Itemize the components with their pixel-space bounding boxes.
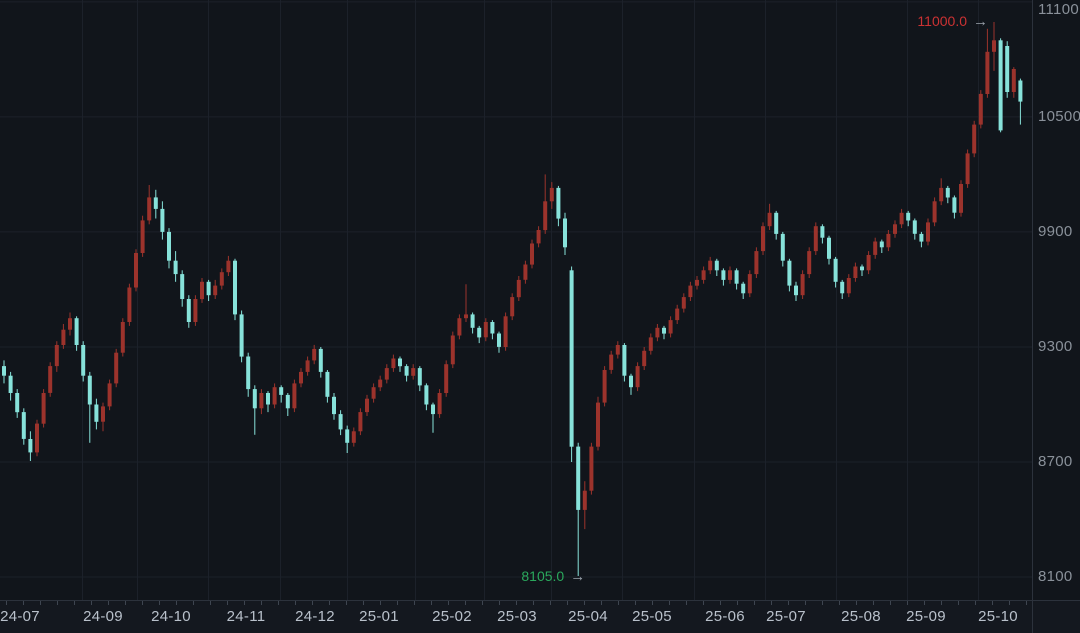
time-axis-tick	[771, 601, 772, 605]
time-axis-tick	[499, 601, 500, 605]
time-axis-tick	[516, 601, 517, 605]
price-tick-label: 10500	[1038, 107, 1080, 125]
time-axis-tick	[958, 601, 959, 605]
time-axis-tick	[703, 601, 704, 605]
price-tick-label: 9900	[1038, 222, 1073, 240]
time-axis-tick	[193, 601, 194, 605]
time-axis-tick	[601, 601, 602, 605]
time-axis-tick	[397, 601, 398, 605]
time-axis-tick	[635, 601, 636, 605]
time-axis-tick	[261, 601, 262, 605]
time-tick-label: 24-09	[83, 608, 123, 625]
time-axis-tick	[380, 601, 381, 605]
time-tick-label: 24-12	[295, 608, 335, 625]
time-axis-tick	[567, 601, 568, 605]
time-tick-label: 25-08	[841, 608, 881, 625]
time-axis[interactable]: 24-07 24-09 24-10 24-11 24-12 25-01 25-02 25-03…	[0, 600, 1080, 633]
time-tick-label: 25-05	[632, 608, 672, 625]
time-axis-tick	[312, 601, 313, 605]
time-axis-tick	[737, 601, 738, 605]
time-tick-label: 24-10	[151, 608, 191, 625]
time-axis-tick	[329, 601, 330, 605]
time-axis-tick	[108, 601, 109, 605]
time-axis-tick	[1026, 601, 1027, 605]
time-axis-tick	[533, 601, 534, 605]
time-axis-tick	[754, 601, 755, 605]
time-axis-tick	[652, 601, 653, 605]
time-axis-tick	[686, 601, 687, 605]
time-tick-label: 25-07	[766, 608, 806, 625]
time-axis-tick	[584, 601, 585, 605]
time-axis-tick	[822, 601, 823, 605]
time-axis-tick	[125, 601, 126, 605]
time-axis-tick	[91, 601, 92, 605]
time-axis-tick	[890, 601, 891, 605]
time-axis-tick	[550, 601, 551, 605]
time-axis-tick	[244, 601, 245, 605]
time-axis-tick	[924, 601, 925, 605]
high-price-label: 11000.0	[917, 13, 967, 30]
time-axis-tick	[176, 601, 177, 605]
time-axis-tick	[839, 601, 840, 605]
low-price-label: 8105.0	[521, 568, 565, 585]
time-tick-label: 25-02	[432, 608, 472, 625]
time-axis-tick	[805, 601, 806, 605]
time-tick-label: 24-07	[0, 608, 40, 625]
time-axis-tick	[6, 601, 7, 605]
time-axis-tick	[941, 601, 942, 605]
time-axis-tick	[414, 601, 415, 605]
arrow-right-icon: →	[973, 13, 988, 31]
time-axis-tick	[295, 601, 296, 605]
price-tick-label: 11100	[1038, 1, 1079, 18]
time-axis-tick	[669, 601, 670, 605]
time-tick-label: 25-03	[497, 608, 537, 625]
time-axis-tick	[278, 601, 279, 605]
time-axis-tick	[720, 601, 721, 605]
time-axis-tick	[1009, 601, 1010, 605]
time-axis-tick	[907, 601, 908, 605]
time-tick-label: 25-06	[705, 608, 745, 625]
arrow-right-icon: →	[570, 568, 586, 586]
time-axis-tick	[363, 601, 364, 605]
price-axis-edge-line	[1032, 601, 1033, 633]
time-tick-label: 25-09	[906, 608, 946, 625]
time-axis-tick	[618, 601, 619, 605]
time-axis-tick	[788, 601, 789, 605]
time-axis-tick	[431, 601, 432, 605]
low-annotation: 8105.0 →	[521, 567, 585, 585]
time-tick-label: 25-01	[359, 608, 399, 625]
time-axis-tick	[873, 601, 874, 605]
time-axis-tick	[448, 601, 449, 605]
time-axis-tick	[210, 601, 211, 605]
high-annotation: 11000.0 →	[917, 12, 988, 30]
time-axis-tick	[23, 601, 24, 605]
time-axis-tick	[482, 601, 483, 605]
time-axis-tick	[57, 601, 58, 605]
price-tick-label: 9300	[1038, 337, 1073, 355]
time-tick-label: 24-11	[226, 608, 266, 625]
time-axis-tick	[40, 601, 41, 605]
time-tick-label: 25-10	[978, 608, 1018, 625]
time-axis-tick	[74, 601, 75, 605]
time-axis-tick	[227, 601, 228, 605]
time-axis-tick	[992, 601, 993, 605]
time-axis-tick	[346, 601, 347, 605]
time-axis-tick	[159, 601, 160, 605]
time-axis-tick	[465, 601, 466, 605]
time-tick-label: 25-04	[568, 608, 608, 625]
candlestick-chart	[0, 0, 1033, 600]
chart-plot-area[interactable]: 11100 10500 9900 9300 8700 8100 11000.0 → 8105…	[0, 0, 1080, 600]
price-tick-label: 8700	[1038, 452, 1073, 470]
price-tick-label: 8100	[1038, 567, 1073, 585]
time-axis-tick	[856, 601, 857, 605]
time-axis-tick	[975, 601, 976, 605]
time-axis-tick	[142, 601, 143, 605]
